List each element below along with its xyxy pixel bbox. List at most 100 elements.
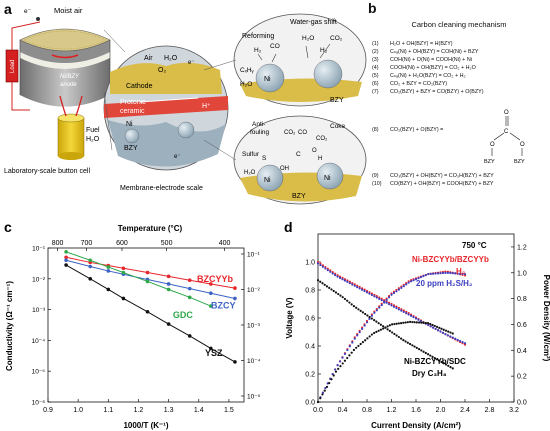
chart-d-point-ni-bzcyyb-sdc-dry-c-h-power xyxy=(375,330,378,333)
chart-d-point-ni-bzcyyb-sdc-dry-c-h-power xyxy=(370,333,373,336)
chart-d-point-20-ppm-h-s-h xyxy=(412,316,415,319)
chart-d-point-ni-bzcyyb-sdc-dry-c-h-power xyxy=(411,320,414,324)
chart-d-point-20-ppm-h-s-h-power xyxy=(419,276,422,279)
chart-d-point-20-ppm-h-s-h-power xyxy=(407,281,410,284)
chart-d-point-ni-bzcyyb-sdc-dry-c-h-power xyxy=(402,321,405,324)
legend-sdc: Ni-BZCYYb/SDC xyxy=(404,357,466,366)
chart-d-point-20-ppm-h-s-h xyxy=(346,280,349,283)
chart-d-point-20-ppm-h-s-h xyxy=(353,284,356,287)
chart-d-point-20-ppm-h-s-h-power xyxy=(429,272,432,275)
chart-c-point-bzcy xyxy=(233,296,237,301)
chart-d-point-20-ppm-h-s-h-power xyxy=(363,324,366,327)
chart-d-x-tick-label: 1.6 xyxy=(411,407,421,414)
chart-d-point-20-ppm-h-s-h xyxy=(331,272,334,275)
chart-c-point-ysz xyxy=(106,287,111,292)
chart-c-y-tick-label: 10⁻⁶ xyxy=(32,400,46,407)
chart-d-point-20-ppm-h-s-h-power xyxy=(380,303,383,307)
chart-d-point-20-ppm-h-s-h xyxy=(329,270,332,273)
chart-d-point-ni-bzcyyb-sdc-dry-c-h xyxy=(451,367,454,370)
chart-c-point-bzcyyb xyxy=(209,282,213,286)
chart-c-point-ysz xyxy=(88,277,93,281)
chart-d-point-ni-bzcyyb-sdc-dry-c-h-power xyxy=(399,322,403,325)
chart-d-point-20-ppm-h-s-h-power xyxy=(456,272,459,275)
fuel-label: Fuel xyxy=(86,127,100,134)
chart-d-point-20-ppm-h-s-h xyxy=(417,318,420,321)
chart-d-point-ni-bzcyyb-sdc-dry-c-h xyxy=(321,282,324,285)
chart-d-point-ni-bzcyyb-sdc-dry-c-h xyxy=(341,296,344,299)
chart-d-point-20-ppm-h-s-h xyxy=(461,340,464,344)
chart-d-point-ni-bzcyyb-sdc-dry-c-h xyxy=(366,314,369,317)
chart-d-point-ni-bzcyyb-sdc-dry-c-h xyxy=(364,312,367,316)
chart-d-series xyxy=(316,260,467,404)
legend-h2: H₂ xyxy=(456,267,466,276)
chart-d-point-20-ppm-h-s-h xyxy=(358,287,361,290)
chart-d-point-20-ppm-h-s-h-power xyxy=(451,272,454,275)
equation-7: (7) CO₂(BZY) + BZY = CO(BZY) + O(BZY) xyxy=(372,89,484,95)
chart-d-point-20-ppm-h-s-h-power xyxy=(427,272,430,276)
o-label: O xyxy=(312,148,317,154)
air-label: Air xyxy=(144,55,153,62)
chart-d-point-20-ppm-h-s-h xyxy=(326,269,329,272)
chart-c-series xyxy=(64,250,237,364)
chart-d-point-ni-bzcyyb-sdc-dry-c-h xyxy=(442,362,445,365)
chart-c-y2-tick-label: 10⁻⁵ xyxy=(247,394,261,401)
chart-d-y-tick-label: 0.2 xyxy=(305,372,315,379)
chart-d-point-20-ppm-h-s-h xyxy=(368,292,371,295)
zoom-line-2 xyxy=(103,91,113,151)
chart-d-point-ni-bzcyyb-sdc-dry-c-h-power xyxy=(424,321,427,325)
chart-d-xlabel: Current Density (A/cm²) xyxy=(371,421,461,430)
ni-label-antifouling-2: Ni xyxy=(324,175,331,182)
chart-d-point-20-ppm-h-s-h-power xyxy=(321,391,324,394)
chart-d-point-ni-bzcyyb-sdc-dry-c-h xyxy=(440,360,443,364)
chart-c-x-tick-label: 0.9 xyxy=(43,407,53,414)
chart-c-top-tick-label: 500 xyxy=(161,240,173,247)
chart-d-x-tick-label: 1.2 xyxy=(387,407,397,414)
chart-d-point-20-ppm-h-s-h-power xyxy=(459,272,462,275)
chart-d-point-ni-bzcyyb-sdc-dry-c-h xyxy=(388,329,391,332)
bzy-label-membrane: BZY xyxy=(124,145,138,152)
chart-d-point-20-ppm-h-s-h xyxy=(363,289,366,293)
chart-d-point-20-ppm-h-s-h-power xyxy=(358,331,361,334)
chart-d-x-tick-label: 3.2 xyxy=(509,407,519,414)
chart-d-point-ni-bzcyyb-sdc-dry-c-h-power xyxy=(426,322,430,325)
chart-d-y2-tick-label: 0.6 xyxy=(517,322,527,329)
cxhy-label: CₓHᵧ xyxy=(240,67,255,74)
chart-c-x-tick-label: 1.1 xyxy=(103,407,113,414)
chart-d-point-20-ppm-h-s-h xyxy=(434,327,437,331)
carbonate-right-o: O xyxy=(520,142,525,148)
chart-d-point-20-ppm-h-s-h xyxy=(380,299,383,302)
chart-d-point-ni-bzcyyb-sdc-dry-c-h-power xyxy=(330,378,333,381)
chart-c-x-tick-label: 1.5 xyxy=(224,407,234,414)
chart-d-point-20-ppm-h-s-h xyxy=(336,275,339,278)
chart-d-point-ni-bzcyyb-sdc-dry-c-h-power xyxy=(447,330,450,333)
chart-d-point-ni-bzcyyb-sdc-dry-c-h-power xyxy=(337,367,340,370)
coke-label: Coke xyxy=(330,123,346,130)
chart-d-point-ni-bzcyyb-sdc-dry-c-h-power xyxy=(442,328,445,331)
chart-d-point-ni-bzcyyb-sdc-dry-c-h xyxy=(402,339,405,342)
chart-c-y-tick-label: 10⁻² xyxy=(32,276,46,283)
electron-label-membrane: e⁻ xyxy=(174,154,181,160)
antifouling-label-2: fouling xyxy=(250,129,270,136)
carbonate-c: C xyxy=(504,129,509,135)
chart-c-point-bzcyyb xyxy=(233,286,237,290)
chart-d-point-ni-bzcyyb-sdc-dry-c-h xyxy=(328,286,331,289)
chart-d-point-20-ppm-h-s-h xyxy=(321,265,324,268)
chart-d-point-20-ppm-h-s-h-power xyxy=(432,272,435,275)
h2o-label-cathode: H₂O xyxy=(164,55,178,62)
chart-d-point-20-ppm-h-s-h-power xyxy=(454,272,457,275)
chart-d-point-20-ppm-h-s-h xyxy=(451,336,454,339)
chart-d-point-ni-bzcyyb-sdc-dry-c-h-power xyxy=(451,332,454,335)
chart-d-x-tick-label: 0.0 xyxy=(313,407,323,414)
chart-d-point-ni-bzcyyb-sdc-dry-c-h-power xyxy=(319,397,322,400)
chart-d-y-tick-label: 0.6 xyxy=(305,316,315,323)
chart-d-point-ni-bzcyyb-sdc-dry-c-h-power xyxy=(361,341,365,344)
chart-d-point-20-ppm-h-s-h xyxy=(385,301,388,304)
chart-c-point-bzcy xyxy=(166,282,171,286)
chart-d-point-20-ppm-h-s-h xyxy=(356,286,359,289)
conductivity-chart: c Temperature (°C) 0.9 1.0 1.1 1.2 1.3 1.4 1.5… xyxy=(4,219,261,430)
chart-d-point-ni-bzcyyb-sdc-dry-c-h xyxy=(397,335,400,339)
chart-c-ylabel: Conductivity (Ω⁻¹ cm⁻¹) xyxy=(5,281,14,371)
chart-d-point-20-ppm-h-s-h xyxy=(414,317,418,320)
ni-label-membrane: Ni xyxy=(126,121,133,128)
chart-d-point-20-ppm-h-s-h-power xyxy=(441,271,445,275)
